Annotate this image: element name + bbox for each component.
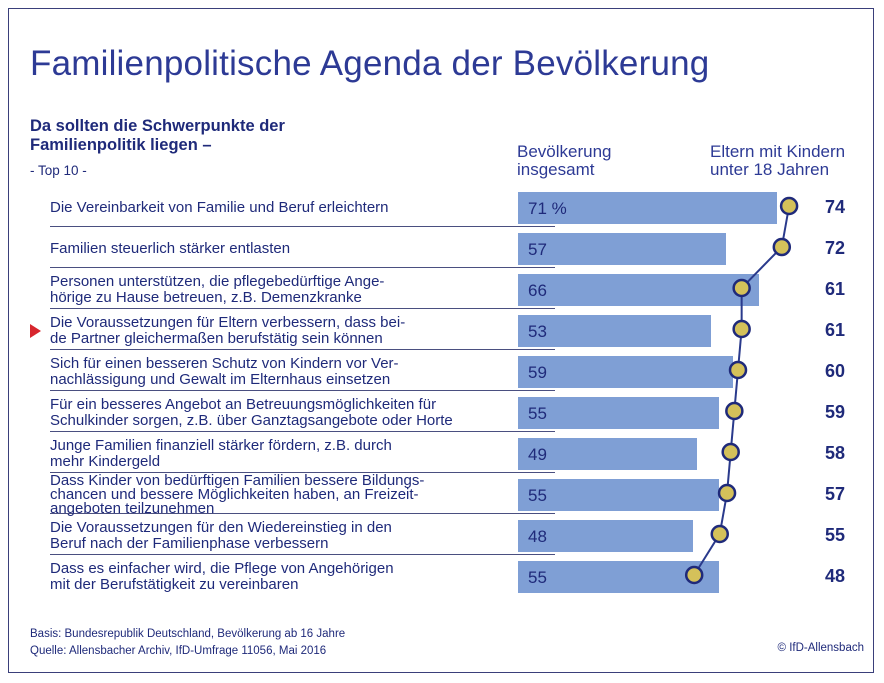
parents-value-label: 55 <box>824 525 845 545</box>
category-label: Familien steuerlich stärker entlasten <box>50 240 291 257</box>
row-separator <box>50 308 555 309</box>
population-bar: 59 <box>518 356 734 388</box>
category-label: Personen unterstützen, die pflegebedürft… <box>50 273 385 306</box>
population-bar: 66 <box>518 274 759 306</box>
parents-value-label: 74 <box>824 197 845 217</box>
footer-copyright: © IfD-Allensbach <box>777 642 864 654</box>
population-bar: 55 <box>518 397 719 429</box>
population-value-label: 49 <box>528 445 547 464</box>
population-bar: 55 <box>518 479 719 511</box>
parents-value-label: 72 <box>824 238 845 258</box>
row-separator <box>50 431 555 432</box>
category-label: Dass es einfacher wird, die Pflege von A… <box>50 560 394 593</box>
category-label: Junge Familien finanziell stärker förder… <box>50 437 392 470</box>
population-value-label: 55 <box>528 568 547 587</box>
parents-value-label: 58 <box>824 443 845 463</box>
parents-value-label: 60 <box>824 361 845 381</box>
population-value-label: 71 % <box>528 199 567 218</box>
chart-title: Familienpolitische Agenda der Bevölkerun… <box>30 44 710 83</box>
population-value-label: 57 <box>528 240 547 259</box>
row-separator <box>50 554 555 555</box>
category-label: Die Voraussetzungen für Eltern verbesser… <box>50 314 406 347</box>
parents-value-label: 61 <box>824 279 845 299</box>
category-label: Sich für einen besseren Schutz von Kinde… <box>50 355 399 388</box>
population-bar: 49 <box>518 438 697 470</box>
row-separator <box>50 226 555 227</box>
column-header-population: Bevölkerung insgesamt <box>517 142 612 179</box>
parents-value-label: 48 <box>824 566 845 586</box>
population-value-label: 66 <box>528 281 547 300</box>
parents-value-label: 61 <box>824 320 845 340</box>
population-bar: 55 <box>518 561 719 593</box>
parents-value-label: 59 <box>824 402 845 422</box>
population-bar: 53 <box>518 315 712 347</box>
footer-source: Quelle: Allensbacher Archiv, IfD-Umfrage… <box>30 645 327 657</box>
row-separator <box>50 513 555 514</box>
population-bar: 57 <box>518 233 727 265</box>
chart-subtitle: Da sollten die Schwerpunkte der Familien… <box>30 117 285 154</box>
population-value-label: 55 <box>528 486 547 505</box>
population-value-label: 48 <box>528 527 547 546</box>
population-bar: 71 % <box>518 192 778 224</box>
category-label: Für ein besseres Angebot an Betreuungsmö… <box>50 396 453 429</box>
population-value-label: 59 <box>528 363 547 382</box>
parents-value-label: 57 <box>824 484 845 504</box>
column-header-parents: Eltern mit Kindern unter 18 Jahren <box>710 142 846 179</box>
population-value-label: 53 <box>528 322 547 341</box>
chart-frame <box>8 8 874 673</box>
row-separator <box>50 390 555 391</box>
row-separator <box>50 349 555 350</box>
footer-basis: Basis: Bundesrepublik Deutschland, Bevöl… <box>30 628 346 640</box>
top-note: - Top 10 - <box>30 163 87 178</box>
population-value-label: 55 <box>528 404 547 423</box>
row-separator <box>50 472 555 473</box>
category-label: Die Vereinbarkeit von Familie und Beruf … <box>50 199 389 216</box>
population-bar: 48 <box>518 520 694 552</box>
category-label: Die Voraussetzungen für den Wiedereinsti… <box>50 519 392 552</box>
category-label: Dass Kinder von bedürftigen Familien bes… <box>50 472 425 517</box>
highlight-arrow-icon <box>30 324 41 338</box>
row-separator <box>50 267 555 268</box>
